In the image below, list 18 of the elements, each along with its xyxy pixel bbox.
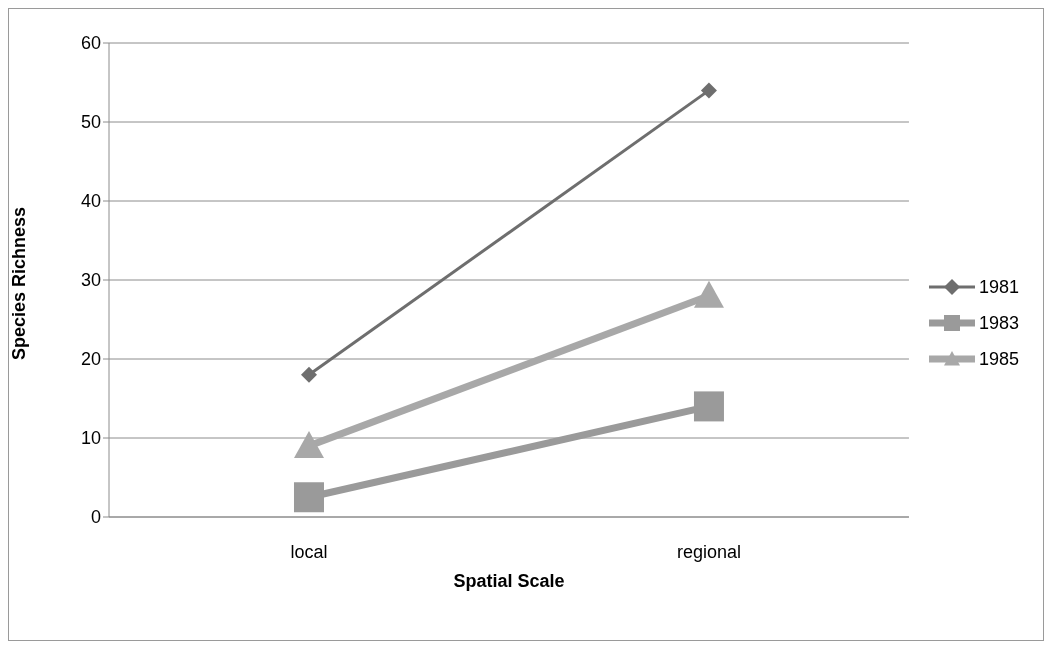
y-tick-label: 30 (80, 270, 101, 291)
x-tick-label: regional (676, 541, 741, 562)
y-tick-label: 40 (80, 191, 101, 212)
y-tick-label: 60 (80, 33, 101, 54)
x-axis-title: Spatial Scale (453, 571, 565, 591)
legend-label: 1983 (978, 312, 1019, 334)
x-tick-label: local (290, 541, 328, 562)
y-tick-label: 50 (80, 112, 101, 133)
point (693, 391, 724, 422)
point (300, 366, 317, 383)
legend-label: 1985 (978, 348, 1019, 370)
y-tick-label: 20 (80, 349, 101, 370)
y-axis-title: Species Richness (9, 206, 30, 360)
point (700, 82, 717, 99)
legend-label: 1981 (978, 276, 1019, 298)
point (293, 482, 324, 513)
y-tick-label: 10 (80, 428, 101, 449)
y-tick-label: 0 (90, 507, 101, 528)
